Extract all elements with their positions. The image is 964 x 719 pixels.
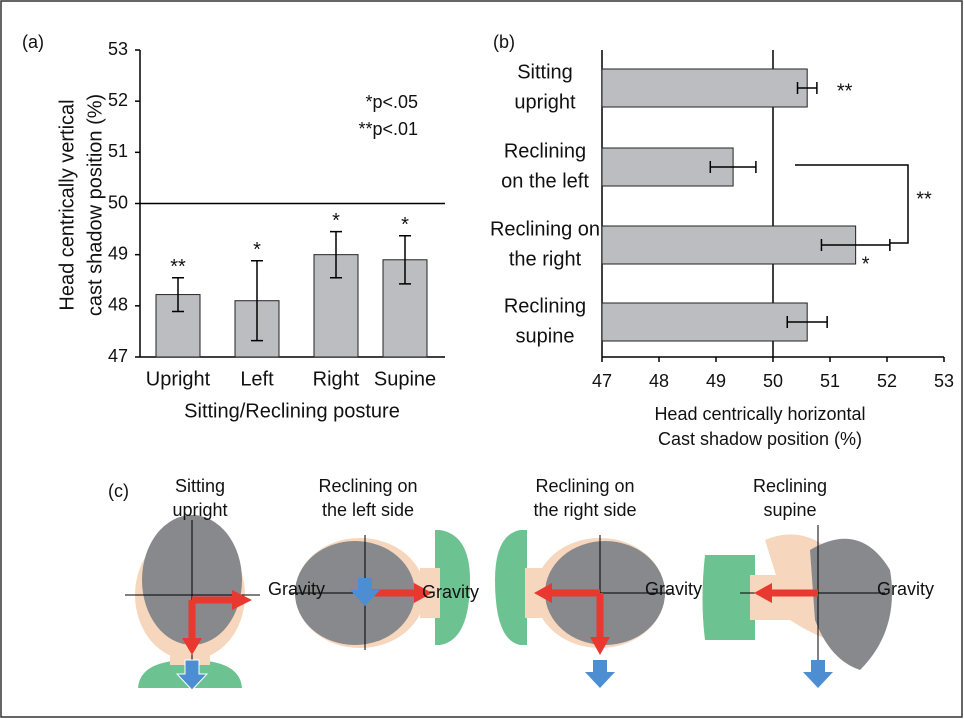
significance: ** [837, 80, 853, 102]
y-axis-label: Head centrically vertical [56, 99, 78, 310]
x-tick-label: 51 [820, 371, 840, 391]
y-tick-label: 52 [108, 90, 128, 110]
annotation: *p<.05 [365, 92, 418, 112]
y-tick-label: Sitting [517, 61, 573, 83]
significance: * [401, 214, 409, 236]
x-tick-label: Upright [146, 368, 211, 390]
bar [602, 303, 807, 341]
figure: (a) Head centrically vertical cast shadow … [0, 0, 964, 719]
panel-caption: Reclining [753, 476, 827, 496]
panel-caption: the right side [533, 500, 636, 520]
y-tick-label: 51 [108, 141, 128, 161]
panel-caption: Sitting [175, 476, 225, 496]
gravity-label: Gravity [645, 579, 702, 599]
panel-label: (a) [22, 32, 44, 52]
significance: * [862, 253, 870, 275]
bracket-label: ** [916, 188, 932, 210]
x-tick-label: 53 [934, 371, 954, 391]
x-tick-label: Left [240, 368, 274, 390]
x-axis-label: Head centrically horizontal [654, 404, 865, 424]
gravity-label: Gravity [877, 579, 934, 599]
x-tick-label: 47 [592, 371, 612, 391]
y-tick-label: 48 [108, 295, 128, 315]
y-tick-label: upright [514, 91, 576, 113]
x-tick-label: 48 [649, 371, 669, 391]
bar [602, 226, 856, 264]
panel-caption: Reclining on [318, 476, 417, 496]
gravity-label: Gravity [268, 579, 325, 599]
panel-caption: upright [172, 500, 227, 520]
significance: * [253, 239, 261, 261]
y-tick-label: 50 [108, 192, 128, 212]
y-tick-label: Reclining on [490, 218, 600, 240]
significance: * [332, 210, 340, 232]
x-tick-label: Supine [374, 368, 436, 390]
y-tick-label: supine [516, 325, 575, 347]
annotation: **p<.01 [358, 119, 418, 139]
y-tick-label: 49 [108, 243, 128, 263]
panel-label: (c) [108, 481, 129, 501]
x-axis-label: Sitting/Reclining posture [184, 400, 400, 422]
y-tick-label: the right [509, 248, 582, 270]
panel-caption: the left side [322, 500, 414, 520]
diagram-drawings [125, 515, 892, 690]
y-axis-label: cast shadow position (%) [84, 94, 106, 316]
y-tick-label: 53 [108, 39, 128, 59]
panel-caption: Reclining on [535, 476, 634, 496]
y-tick-label: 47 [108, 346, 128, 366]
x-tick-label: Right [313, 368, 360, 390]
y-tick-label: Reclining [504, 140, 586, 162]
panel-label: (b) [493, 32, 515, 52]
x-tick-label: 52 [877, 371, 897, 391]
gravity-label: Gravity [422, 582, 479, 602]
y-tick-label: on the left [501, 170, 589, 192]
significance: ** [170, 256, 186, 278]
x-tick-label: 50 [763, 371, 783, 391]
panel-caption: supine [763, 500, 816, 520]
y-tick-label: Reclining [504, 295, 586, 317]
bar [602, 69, 807, 107]
x-tick-label: 49 [706, 371, 726, 391]
x-axis-label: Cast shadow position (%) [658, 429, 862, 449]
